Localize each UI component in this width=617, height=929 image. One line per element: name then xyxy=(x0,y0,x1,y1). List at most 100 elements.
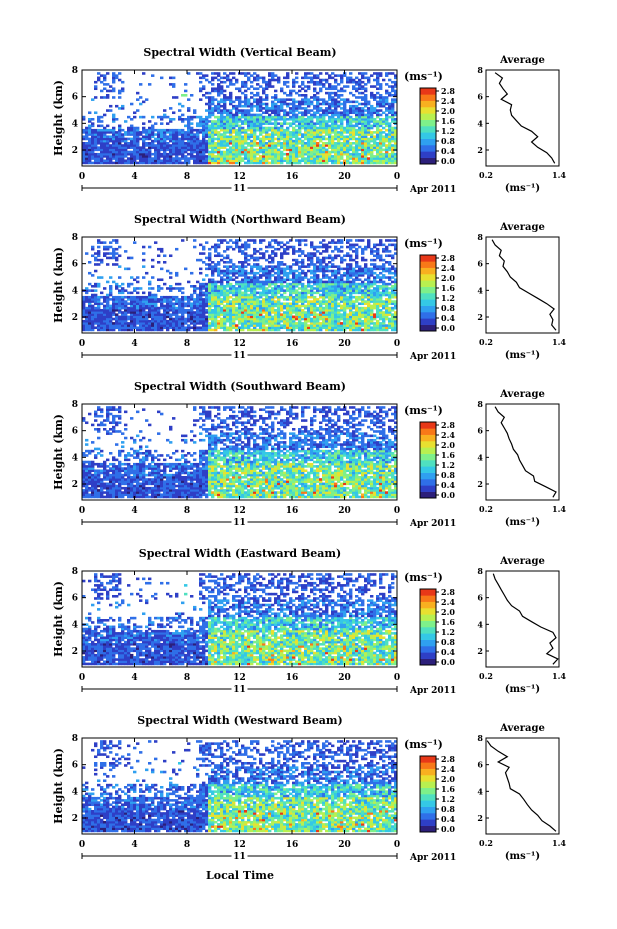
heatmap-cell xyxy=(388,85,392,88)
heatmap-cell xyxy=(265,142,269,145)
heatmap-cell xyxy=(124,148,128,152)
heatmap-cell xyxy=(268,144,272,147)
heatmap-cell xyxy=(334,328,338,332)
heatmap-cell xyxy=(214,247,218,251)
heatmap-cell xyxy=(244,313,248,316)
heatmap-cell xyxy=(355,115,359,119)
heatmap-cell xyxy=(97,137,101,141)
heatmap-cell xyxy=(376,144,380,147)
heatmap-cell xyxy=(139,313,143,316)
heatmap-cell xyxy=(304,254,308,258)
heatmap-cell xyxy=(283,267,287,271)
heatmap-cell xyxy=(334,306,338,310)
heatmap-cell xyxy=(223,289,227,292)
heatmap-cell xyxy=(394,100,397,104)
heatmap-cell xyxy=(148,83,152,86)
heatmap-cell xyxy=(256,300,260,303)
heatmap-cell xyxy=(220,122,224,125)
heatmap-cell xyxy=(115,285,119,288)
heatmap-cell xyxy=(229,159,233,163)
heatmap-cell xyxy=(313,319,317,323)
heatmap-cell xyxy=(232,241,236,244)
heatmap-cell xyxy=(244,247,248,251)
heatmap-cell xyxy=(85,326,89,330)
heatmap-cell xyxy=(310,122,314,125)
heatmap-cell xyxy=(334,124,338,128)
heatmap-cell xyxy=(169,315,173,319)
heatmap-cell xyxy=(88,120,92,123)
heatmap-cell xyxy=(217,287,221,290)
heatmap-cell xyxy=(82,142,86,145)
heatmap-cell xyxy=(244,302,248,306)
heatmap-cell xyxy=(223,107,227,110)
heatmap-cell xyxy=(103,159,107,163)
heatmap-cell xyxy=(118,78,122,82)
heatmap-cell xyxy=(334,313,338,316)
heatmap-cell xyxy=(211,159,215,163)
heatmap-cell xyxy=(124,144,128,147)
heatmap-cell xyxy=(307,328,311,332)
heatmap-cell xyxy=(148,304,152,308)
heatmap-cell xyxy=(310,100,314,104)
heatmap-cell xyxy=(199,285,203,288)
heatmap-cell xyxy=(142,319,146,323)
heatmap-cell xyxy=(214,89,218,93)
heatmap-cell xyxy=(130,157,134,160)
heatmap-cell xyxy=(349,115,353,119)
heatmap-cell xyxy=(115,144,119,147)
heatmap-cell xyxy=(151,124,155,128)
heatmap-cell xyxy=(169,131,173,134)
heatmap-cell xyxy=(205,102,209,106)
heatmap-cell xyxy=(379,74,383,77)
heatmap-cell xyxy=(376,78,380,82)
heatmap-cell xyxy=(250,287,254,290)
heatmap-cell xyxy=(94,302,98,306)
heatmap-cell xyxy=(295,137,299,141)
heatmap-cell xyxy=(238,315,242,319)
heatmap-cell xyxy=(211,72,215,75)
heatmap-cell xyxy=(103,311,107,314)
heatmap-cell xyxy=(238,111,242,115)
heatmap-cell xyxy=(232,107,236,110)
heatmap-cell xyxy=(301,282,305,286)
heatmap-cell xyxy=(241,150,245,154)
heatmap-cell xyxy=(379,159,383,163)
heatmap-cell xyxy=(109,289,113,292)
heatmap-cell xyxy=(133,317,137,321)
heatmap-cell xyxy=(118,245,122,249)
heatmap-cell xyxy=(394,113,397,117)
heatmap-cell xyxy=(211,137,215,141)
heatmap-cell xyxy=(157,311,161,314)
heatmap-cell xyxy=(268,291,272,295)
heatmap-cell xyxy=(283,315,287,319)
heatmap-cell xyxy=(82,155,86,158)
heatmap-cell xyxy=(241,137,245,141)
heatmap-cell xyxy=(166,146,170,149)
heatmap-cell xyxy=(202,137,206,141)
heatmap-cell xyxy=(235,269,239,273)
heatmap-cell xyxy=(325,276,329,279)
heatmap-cell xyxy=(331,304,335,308)
heatmap-cell xyxy=(118,276,122,279)
heatmap-cell xyxy=(277,274,281,277)
heatmap-cell xyxy=(325,72,329,75)
heatmap-cell xyxy=(217,261,221,264)
heatmap-cell xyxy=(316,328,320,332)
heatmap-cell xyxy=(241,302,245,306)
heatmap-cell xyxy=(247,293,251,297)
heatmap-cell xyxy=(97,118,101,121)
heatmap-cell xyxy=(319,80,323,84)
heatmap-cell xyxy=(319,155,323,158)
heatmap-cell xyxy=(244,282,248,286)
heatmap-cell xyxy=(301,80,305,84)
heatmap-cell xyxy=(220,271,224,275)
heatmap-cell xyxy=(280,137,284,141)
heatmap-cell xyxy=(256,137,260,141)
heatmap-cell xyxy=(289,313,293,316)
heatmap-cell xyxy=(295,91,299,95)
heatmap-cell xyxy=(319,311,323,314)
heatmap-cell xyxy=(97,285,101,288)
heatmap-cell xyxy=(331,109,335,112)
heatmap-cell xyxy=(379,161,383,165)
heatmap-cell xyxy=(361,96,365,99)
